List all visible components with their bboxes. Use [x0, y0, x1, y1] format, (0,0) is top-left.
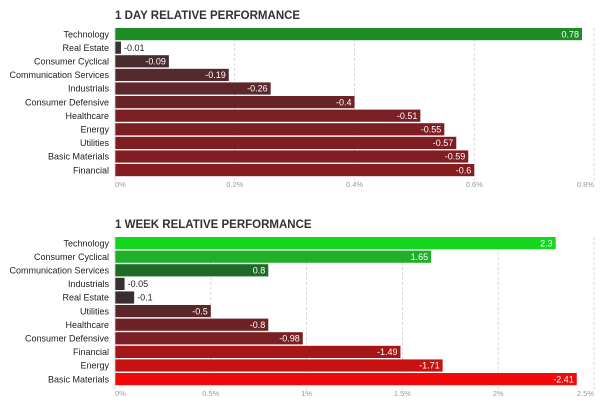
week-x-tick-label: 2% — [493, 389, 504, 398]
day-value-label: -0.59 — [445, 152, 466, 162]
day-category-label: Technology — [63, 29, 109, 39]
day-bar — [115, 82, 271, 95]
week-category-label: Financial — [73, 347, 109, 357]
day-bar — [115, 136, 457, 149]
day-value-label: 0.78 — [561, 29, 579, 39]
day-bar — [115, 150, 469, 163]
day-bar — [115, 28, 583, 41]
week-value-label: 2.3 — [540, 238, 553, 248]
week-category-label: Utilities — [80, 306, 110, 316]
week-x-tick-label: 0% — [115, 389, 126, 398]
day-value-label: -0.01 — [124, 43, 145, 53]
day-value-label: -0.57 — [433, 138, 454, 148]
week-value-label: -0.5 — [192, 306, 208, 316]
day-category-label: Healthcare — [65, 111, 109, 121]
week-x-tick-label: 1% — [301, 389, 312, 398]
week-value-label: -1.71 — [419, 361, 440, 371]
week-value-label: 0.8 — [253, 266, 266, 276]
week-bar — [115, 332, 303, 345]
week-value-label: -1.49 — [377, 347, 398, 357]
week-value-label: -0.05 — [128, 279, 149, 289]
week-value-label: 1.65 — [411, 252, 429, 262]
week-bar — [115, 237, 556, 250]
week-category-label: Industrials — [68, 279, 110, 289]
week-category-label: Healthcare — [65, 320, 109, 330]
day-category-label: Energy — [80, 125, 109, 135]
week-x-tick-label: 2.5% — [577, 389, 594, 398]
week-bar — [115, 291, 135, 304]
day-value-label: -0.51 — [397, 111, 418, 121]
day-bar — [115, 55, 169, 68]
day-category-label: Basic Materials — [48, 152, 110, 162]
day-category-label: Industrials — [68, 84, 110, 94]
week-chart-title: 1 WEEK RELATIVE PERFORMANCE — [115, 219, 312, 231]
week-bar — [115, 345, 401, 358]
week-category-label: Consumer Defensive — [25, 334, 109, 344]
day-bar — [115, 41, 121, 54]
week-category-label: Real Estate — [62, 293, 109, 303]
day-x-tick-label: 0% — [115, 180, 126, 189]
week-x-tick-label: 1.5% — [394, 389, 411, 398]
day-bar — [115, 96, 355, 109]
week-category-label: Basic Materials — [48, 374, 110, 384]
week-value-label: -0.8 — [250, 320, 266, 330]
week-bar — [115, 359, 443, 372]
day-category-label: Utilities — [80, 138, 110, 148]
week-bar — [115, 250, 432, 263]
week-bar — [115, 318, 269, 331]
day-value-label: -0.26 — [247, 84, 268, 94]
day-x-tick-label: 0.8% — [577, 180, 594, 189]
day-value-label: -0.09 — [145, 57, 166, 67]
day-x-tick-label: 0.6% — [466, 180, 483, 189]
day-category-label: Consumer Cyclical — [34, 57, 109, 67]
day-bar — [115, 68, 229, 81]
day-value-label: -0.6 — [456, 165, 472, 175]
day-value-label: -0.55 — [421, 125, 442, 135]
week-value-label: -0.1 — [137, 293, 153, 303]
day-x-tick-label: 0.4% — [346, 180, 363, 189]
day-value-label: -0.4 — [336, 97, 352, 107]
week-bar — [115, 373, 577, 386]
day-category-label: Communication Services — [9, 70, 109, 80]
week-bar — [115, 264, 269, 277]
week-category-label: Energy — [80, 361, 109, 371]
week-bar — [115, 277, 125, 290]
day-bar — [115, 164, 475, 177]
week-category-label: Technology — [63, 238, 109, 248]
day-value-label: -0.19 — [205, 70, 226, 80]
week-category-label: Communication Services — [9, 266, 109, 276]
week-category-label: Consumer Cyclical — [34, 252, 109, 262]
day-category-label: Financial — [73, 165, 109, 175]
day-bar — [115, 123, 445, 136]
day-x-tick-label: 0.2% — [226, 180, 243, 189]
week-value-label: -0.98 — [279, 334, 300, 344]
day-bar — [115, 109, 421, 122]
week-value-label: -2.41 — [553, 374, 574, 384]
week-bar — [115, 305, 211, 318]
day-category-label: Consumer Defensive — [25, 97, 109, 107]
day-category-label: Real Estate — [62, 43, 109, 53]
day-chart-title: 1 DAY RELATIVE PERFORMANCE — [115, 10, 300, 22]
week-x-tick-label: 0.5% — [202, 389, 219, 398]
